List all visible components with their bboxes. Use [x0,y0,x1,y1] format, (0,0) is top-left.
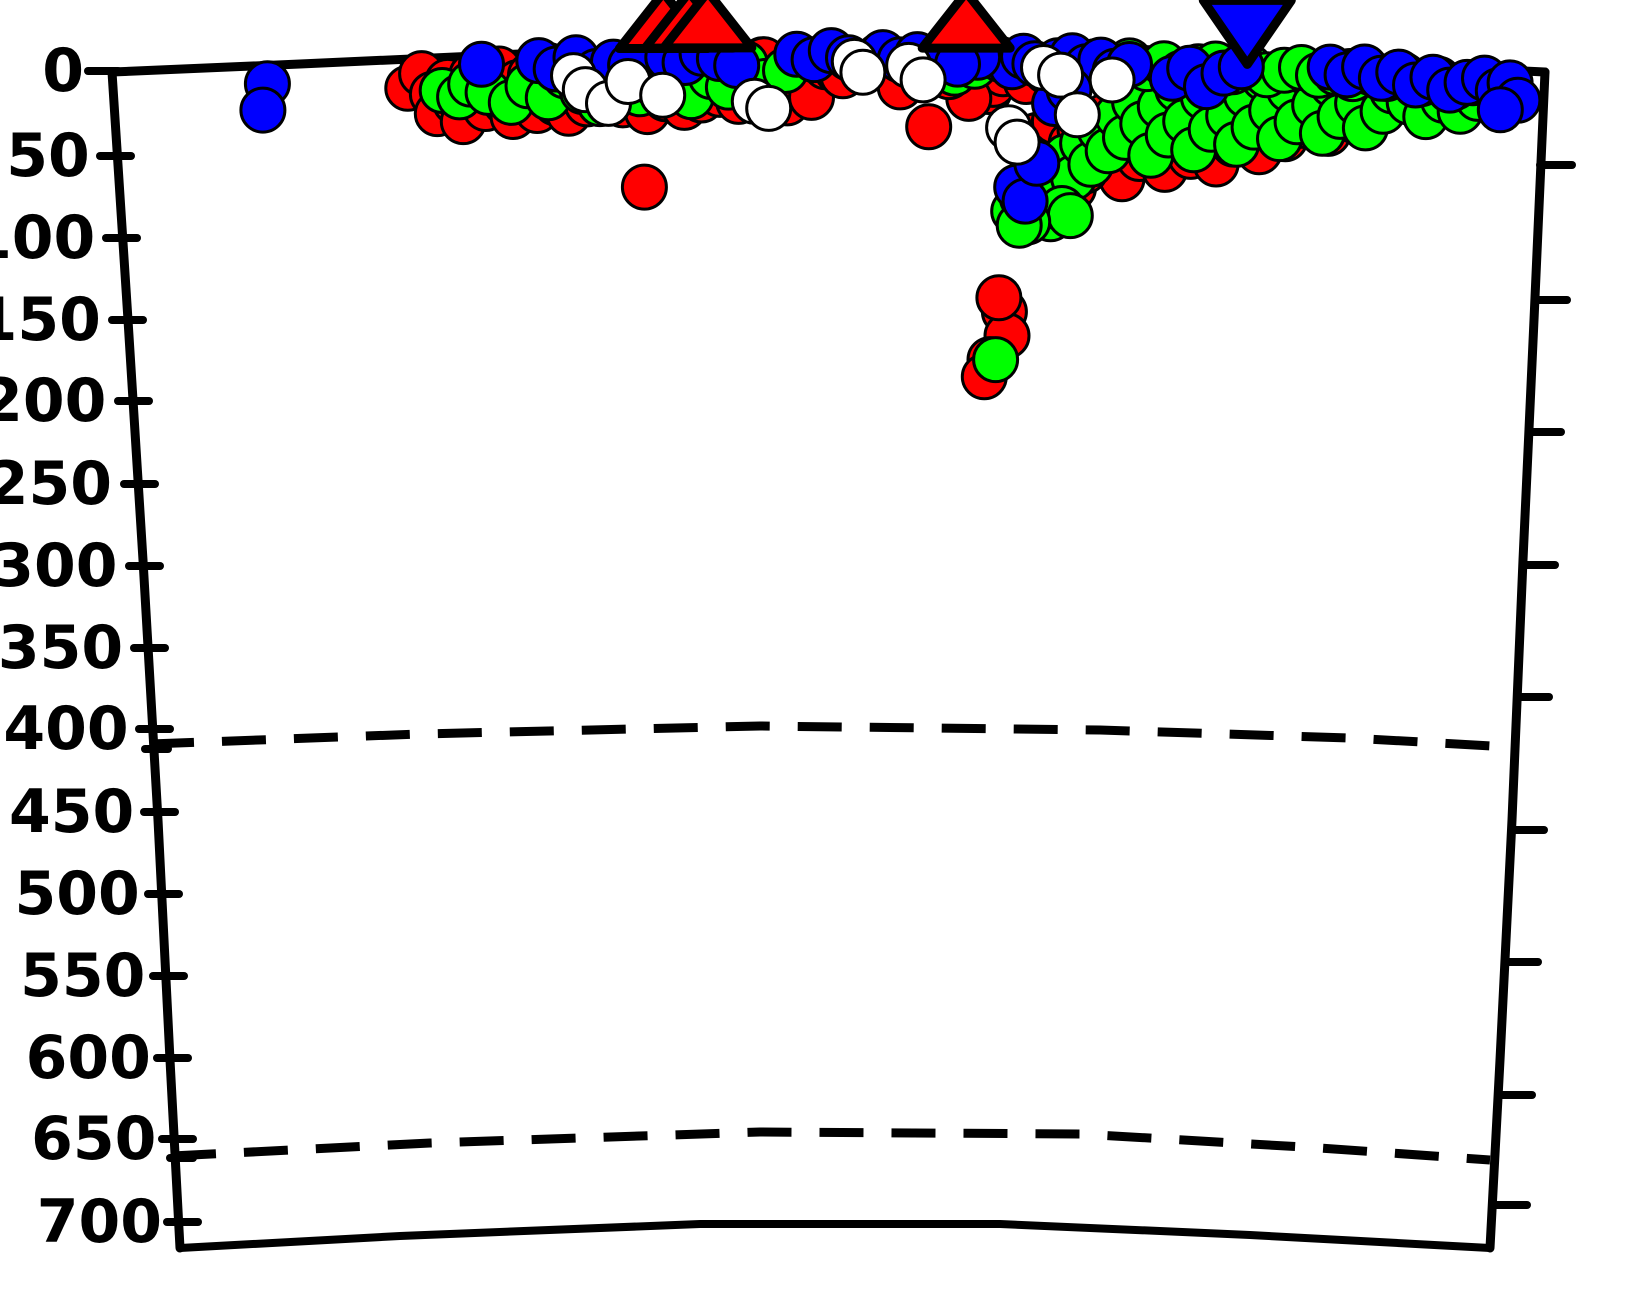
y-tick-label-450: 450 [8,777,135,847]
surface-marker-layer [614,0,1296,69]
volcano-4-volcano-icon [917,0,1015,53]
y-tick-label-150: 150 [0,285,101,355]
hypocenter-marker [975,274,1023,322]
hypocenter-marker [899,56,947,104]
hypocenter-marker [1476,86,1524,134]
y-tick-label-100: 100 [0,203,96,273]
volcano-3-volcano-icon [659,0,757,53]
y-tick-label-400: 400 [3,694,129,764]
bottom-boundary-line [176,1220,1494,1252]
y-axis-ticks-left [84,67,202,1226]
hypocenter-scatter-layer [239,27,1542,401]
y-tick-label-250: 250 [0,449,112,519]
y-tick-label-350: 350 [0,613,124,683]
y-tick-label-700: 700 [36,1187,162,1257]
right-axis-line [1485,67,1550,1253]
y-tick-label-50: 50 [6,121,90,191]
hypocenter-marker [1088,56,1136,104]
left-axis-line [107,67,185,1253]
discontinuity-410-line [149,721,1493,751]
hypocenter-marker [1046,192,1094,240]
hypocenter-marker [239,86,287,134]
y-axis-ticks-right [1491,161,1576,1209]
plot-frame [107,43,1550,1253]
hypocenter-marker [905,103,953,151]
hypocenter-marker [745,84,793,132]
y-tick-label-550: 550 [20,941,146,1011]
hypocenter-marker [620,163,668,211]
hypocenters-open [550,37,1136,166]
hypocenter-marker [972,336,1020,384]
y-tick-label-200: 200 [0,366,107,436]
discontinuity-660-line [171,1127,1491,1165]
hypocenter-marker [458,40,505,88]
y-tick-label-0: 0 [42,36,84,106]
y-tick-label-600: 600 [25,1023,151,1093]
hypocenter-marker [639,71,687,119]
y-tick-label-650: 650 [31,1104,157,1174]
y-tick-label-300: 300 [0,531,118,601]
station-1-station-icon [1198,0,1296,69]
hypocenter-marker [1053,91,1101,139]
hypocenter-marker [993,118,1041,166]
hypocenter-marker [839,48,887,96]
hypocenter-marker [1037,51,1085,99]
y-tick-label-500: 500 [14,859,140,929]
